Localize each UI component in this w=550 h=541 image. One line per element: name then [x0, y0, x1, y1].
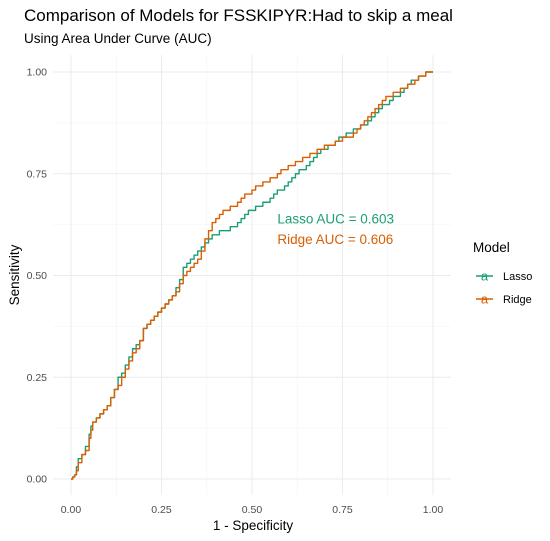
legend: Model a Lasso a Ridge [473, 240, 532, 307]
x-tick-label: 0.50 [242, 504, 263, 516]
auc-annotation: Lasso AUC = 0.603 [277, 212, 394, 227]
y-axis-title: Sensitivity [7, 244, 22, 305]
legend-key-glyph: a [481, 269, 489, 284]
y-tick-label: 0.50 [27, 270, 48, 282]
legend-label: Ridge [503, 294, 532, 306]
series-line-ridge [71, 71, 433, 480]
y-tick-label: 1.00 [27, 67, 48, 79]
chart-subtitle: Using Area Under Curve (AUC) [24, 31, 212, 46]
x-axis-title: 1 - Specificity [213, 518, 294, 533]
y-tick-label: 0.75 [27, 168, 48, 180]
auc-annotation: Ridge AUC = 0.606 [277, 232, 393, 247]
legend-label: Lasso [503, 271, 532, 283]
x-tick-label: 0.75 [332, 504, 353, 516]
x-tick-label: 0.25 [151, 504, 172, 516]
y-tick-label: 0.25 [27, 372, 48, 384]
legend-entries: a Lasso a Ridge [476, 269, 532, 307]
x-tick-label: 1.00 [423, 504, 444, 516]
legend-key-glyph: a [481, 292, 489, 307]
x-tick-labels: 0.00 0.25 0.50 0.75 1.00 [61, 504, 444, 516]
legend-title: Model [473, 240, 510, 255]
major-gridlines [53, 55, 451, 495]
y-tick-label: 0.00 [27, 474, 48, 486]
auc-annotations: Lasso AUC = 0.603 Ridge AUC = 0.606 [277, 212, 394, 247]
series-lines [71, 71, 433, 480]
y-tick-labels: 0.00 0.25 0.50 0.75 1.00 [27, 67, 48, 486]
chart-title: Comparison of Models for FSSKIPYR:Had to… [24, 6, 453, 25]
x-tick-label: 0.00 [61, 504, 82, 516]
